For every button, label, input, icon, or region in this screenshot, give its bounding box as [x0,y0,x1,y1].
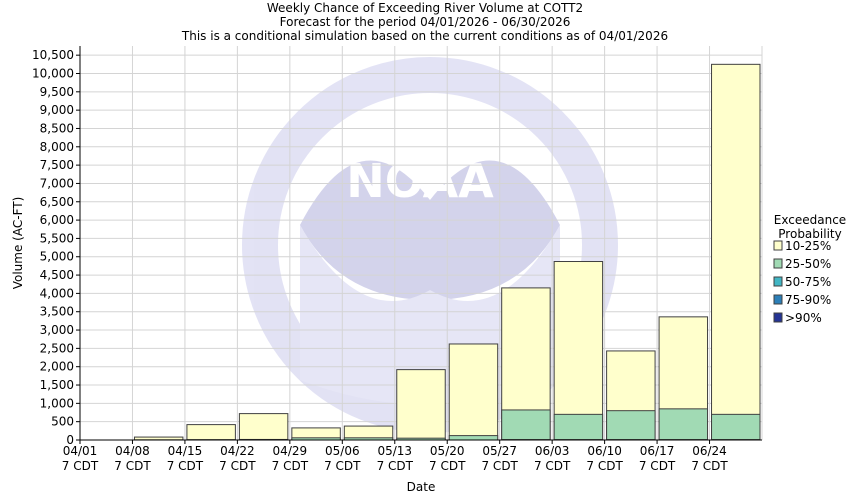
x-tick-label-time: 7 CDT [62,459,99,473]
bar-25-50--06-10 [606,410,656,441]
x-tick-label-date: 05/27 [482,444,517,458]
x-tick-label-date: 06/10 [587,444,622,458]
y-tick-label: 5,500 [40,231,74,245]
x-axis-label: Date [407,480,436,494]
legend-title-line-1: Exceedance [774,213,846,227]
y-tick-label: 5,000 [40,250,74,264]
x-tick-label-time: 7 CDT [219,459,256,473]
bar-10-25--05-13 [396,369,446,441]
x-tick-label-time: 7 CDT [377,459,414,473]
bar-25-50--05-20 [448,435,499,441]
y-tick-label: 10,000 [32,66,74,80]
legend-label: 25-50% [785,257,831,271]
y-tick-label: 1,500 [40,378,74,392]
x-tick-label-date: 04/01 [63,444,98,458]
y-tick-label: 8,000 [40,140,74,154]
legend-label: 50-75% [785,275,831,289]
x-tick-label-time: 7 CDT [429,459,466,473]
x-tick-label-date: 04/08 [115,444,150,458]
legend-swatch [773,258,783,269]
y-tick-labels: 0 500 1,000 1,500 2,000 2,500 3,000 3,500 4,000 4… [32,48,80,447]
x-tick-label-time: 7 CDT [639,459,676,473]
x-tick-label-date: 05/13 [377,444,412,458]
y-tick-label: 7,500 [40,158,74,172]
x-tick-label-date: 04/15 [168,444,203,458]
y-tick-label: 0 [66,433,74,447]
x-tick-label-date: 06/24 [692,444,727,458]
chart-subtitle-conditions: This is a conditional simulation based o… [181,29,668,43]
x-tick-label-date: 06/17 [640,444,675,458]
x-tick-label-time: 7 CDT [534,459,571,473]
bar-25-50--05-27 [501,409,551,441]
y-tick-label: 3,000 [40,323,74,337]
bar-25-50--06-24 [711,413,761,441]
bar-25-50--06-03 [553,413,604,441]
x-tick-label-date: 06/03 [535,444,570,458]
x-tick-label-time: 7 CDT [481,459,518,473]
legend-swatch [773,294,783,305]
legend-swatch [773,240,783,251]
legend-title-line-2: Probability [778,227,841,241]
x-tick-label-time: 7 CDT [324,459,361,473]
y-tick-label: 6,000 [40,213,74,227]
y-tick-label: 3,500 [40,305,74,319]
x-tick-label-time: 7 CDT [272,459,309,473]
x-tick-label-date: 05/06 [325,444,360,458]
y-tick-label: 8,500 [40,121,74,135]
axes [79,46,762,441]
y-tick-label: 6,500 [40,195,74,209]
bar-10-25--05-20 [448,343,499,441]
legend-swatch [773,312,783,323]
chart-subtitle-period: Forecast for the period 04/01/2026 - 06/… [280,15,571,29]
legend-label: 75-90% [785,293,831,307]
x-tick-label-time: 7 CDT [586,459,623,473]
x-tick-label-time: 7 CDT [114,459,151,473]
chart-title: Weekly Chance of Exceeding River Volume … [267,1,583,15]
y-axis-label: Volume (AC-FT) [11,197,25,290]
y-tick-label: 7,000 [40,176,74,190]
bar-10-25--04-15 [186,424,236,441]
x-tick-label-date: 04/29 [273,444,308,458]
x-tick-label-date: 05/20 [430,444,465,458]
y-tick-label: 2,500 [40,341,74,355]
bar-25-50--06-17 [658,408,709,441]
legend-label: 10-25% [785,239,831,253]
bar-10-25--06-24 [711,63,761,441]
y-tick-label: 10,500 [32,48,74,62]
x-tick-label-date: 04/22 [220,444,255,458]
chart-titles: Weekly Chance of Exceeding River Volume … [181,1,668,43]
svg-text:NOAA: NOAA [346,154,494,208]
y-tick-label: 4,500 [40,268,74,282]
legend-label: >90% [785,311,822,325]
legend-swatch [773,276,783,287]
y-tick-label: 1,000 [40,396,74,410]
bar-10-25--06-03 [553,261,604,441]
y-tick-label: 4,000 [40,286,74,300]
y-tick-label: 2,000 [40,360,74,374]
bar-10-25--04-22 [238,413,289,441]
x-tick-label-time: 7 CDT [691,459,728,473]
x-tick-label-time: 7 CDT [167,459,204,473]
legend: Exceedance Probability 10-25% 25-50% 50-75… [773,213,846,325]
y-tick-label: 9,500 [40,85,74,99]
y-tick-label: 500 [51,415,74,429]
y-tick-label: 9,000 [40,103,74,117]
